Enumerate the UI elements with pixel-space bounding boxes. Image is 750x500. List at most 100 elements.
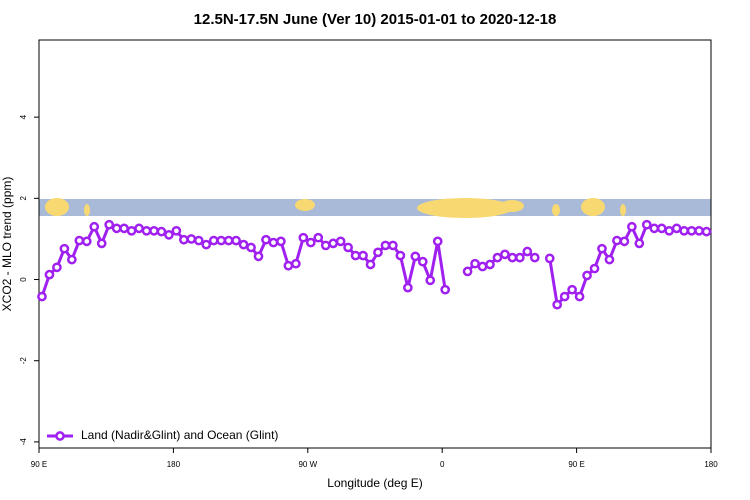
- legend-marker: [55, 431, 65, 441]
- data-point: [253, 251, 264, 262]
- data-point: [193, 235, 204, 246]
- data-point: [298, 232, 309, 243]
- data-point: [440, 284, 451, 295]
- data-point: [641, 219, 652, 230]
- data-point: [246, 242, 256, 253]
- data-point: [627, 221, 637, 232]
- plot-frame: [38, 39, 712, 449]
- data-point: [462, 266, 473, 277]
- data-point: [529, 252, 540, 263]
- data-point: [365, 259, 376, 270]
- data-point: [186, 234, 197, 244]
- y-tick-label: -4: [19, 438, 28, 446]
- data-point: [149, 225, 159, 236]
- data-point: [470, 258, 480, 269]
- data-point: [238, 239, 249, 250]
- data-point: [216, 235, 227, 246]
- data-point: [37, 291, 47, 302]
- data-point: [492, 252, 503, 263]
- data-point: [582, 270, 592, 281]
- y-tick-label: 0: [19, 277, 28, 282]
- data-point: [156, 226, 167, 237]
- data-point: [305, 237, 316, 248]
- data-point: [291, 258, 301, 269]
- data-point: [425, 275, 436, 286]
- data-point: [208, 235, 219, 246]
- data-point: [111, 223, 122, 234]
- x-tick-label: 180: [704, 460, 718, 469]
- data-point: [223, 235, 234, 246]
- data-point: [59, 243, 70, 254]
- data-point: [664, 225, 675, 236]
- data-point: [552, 299, 563, 310]
- data-point: [179, 234, 189, 245]
- data-point: [671, 223, 682, 234]
- data-point: [380, 240, 391, 251]
- data-point: [320, 240, 331, 251]
- data-point: [343, 242, 353, 253]
- data-point: [417, 256, 428, 267]
- y-tick-label: -2: [19, 357, 28, 365]
- data-point: [679, 225, 689, 236]
- data-point: [67, 254, 77, 265]
- data-point: [164, 230, 174, 240]
- data-point: [44, 269, 55, 280]
- data-point: [134, 223, 144, 234]
- data-point: [119, 223, 129, 234]
- data-point: [141, 225, 152, 236]
- legend-item: Land (Nadir&Glint) and Ocean (Glint): [47, 428, 278, 442]
- x-tick-label: 180: [167, 460, 181, 469]
- data-point: [231, 235, 241, 246]
- data-point: [574, 291, 585, 302]
- data-point: [313, 232, 324, 243]
- map-band: [39, 198, 711, 218]
- data-point: [612, 235, 622, 246]
- data-point: [96, 238, 107, 249]
- data-point: [544, 253, 555, 264]
- data-point: [686, 225, 697, 236]
- data-point: [515, 252, 525, 263]
- data-point: [81, 236, 92, 247]
- data-point: [403, 282, 413, 293]
- data-point: [201, 239, 212, 250]
- data-point: [507, 252, 518, 263]
- x-axis-label: Longitude (deg E): [327, 476, 422, 490]
- x-tick-label: 90 E: [31, 460, 47, 469]
- data-point: [597, 243, 607, 254]
- data-point: [52, 262, 62, 273]
- x-tick-label: 90 W: [298, 460, 317, 469]
- data-point: [74, 235, 85, 246]
- data-point: [104, 219, 115, 230]
- data-point: [395, 250, 406, 261]
- y-tick-label: 2: [19, 196, 28, 201]
- data-point: [171, 225, 182, 236]
- data-point: [522, 246, 533, 257]
- data-point: [649, 223, 660, 234]
- data-point: [350, 250, 361, 261]
- data-point: [634, 238, 645, 249]
- data-point: [335, 236, 346, 247]
- data-point: [477, 261, 488, 272]
- data-point: [373, 247, 383, 258]
- x-tick-label: 0: [440, 460, 445, 469]
- data-point: [619, 236, 630, 247]
- chart-title: 12.5N-17.5N June (Ver 10) 2015-01-01 to …: [194, 11, 557, 28]
- data-point: [432, 236, 443, 247]
- data-point: [328, 238, 339, 249]
- x-tick-label: 90 E: [568, 460, 584, 469]
- data-point: [358, 250, 368, 261]
- data-point: [276, 236, 286, 247]
- y-tick-label: 4: [19, 114, 28, 119]
- data-point: [126, 225, 137, 236]
- data-point: [604, 254, 615, 265]
- data-point: [283, 260, 294, 271]
- data-point: [388, 240, 398, 251]
- data-point: [559, 291, 570, 302]
- data-point: [656, 223, 667, 234]
- data-point: [694, 225, 704, 236]
- data-point: [500, 249, 510, 260]
- data-point: [261, 234, 271, 245]
- data-point: [268, 237, 279, 248]
- legend-label: Land (Nadir&Glint) and Ocean (Glint): [81, 428, 278, 442]
